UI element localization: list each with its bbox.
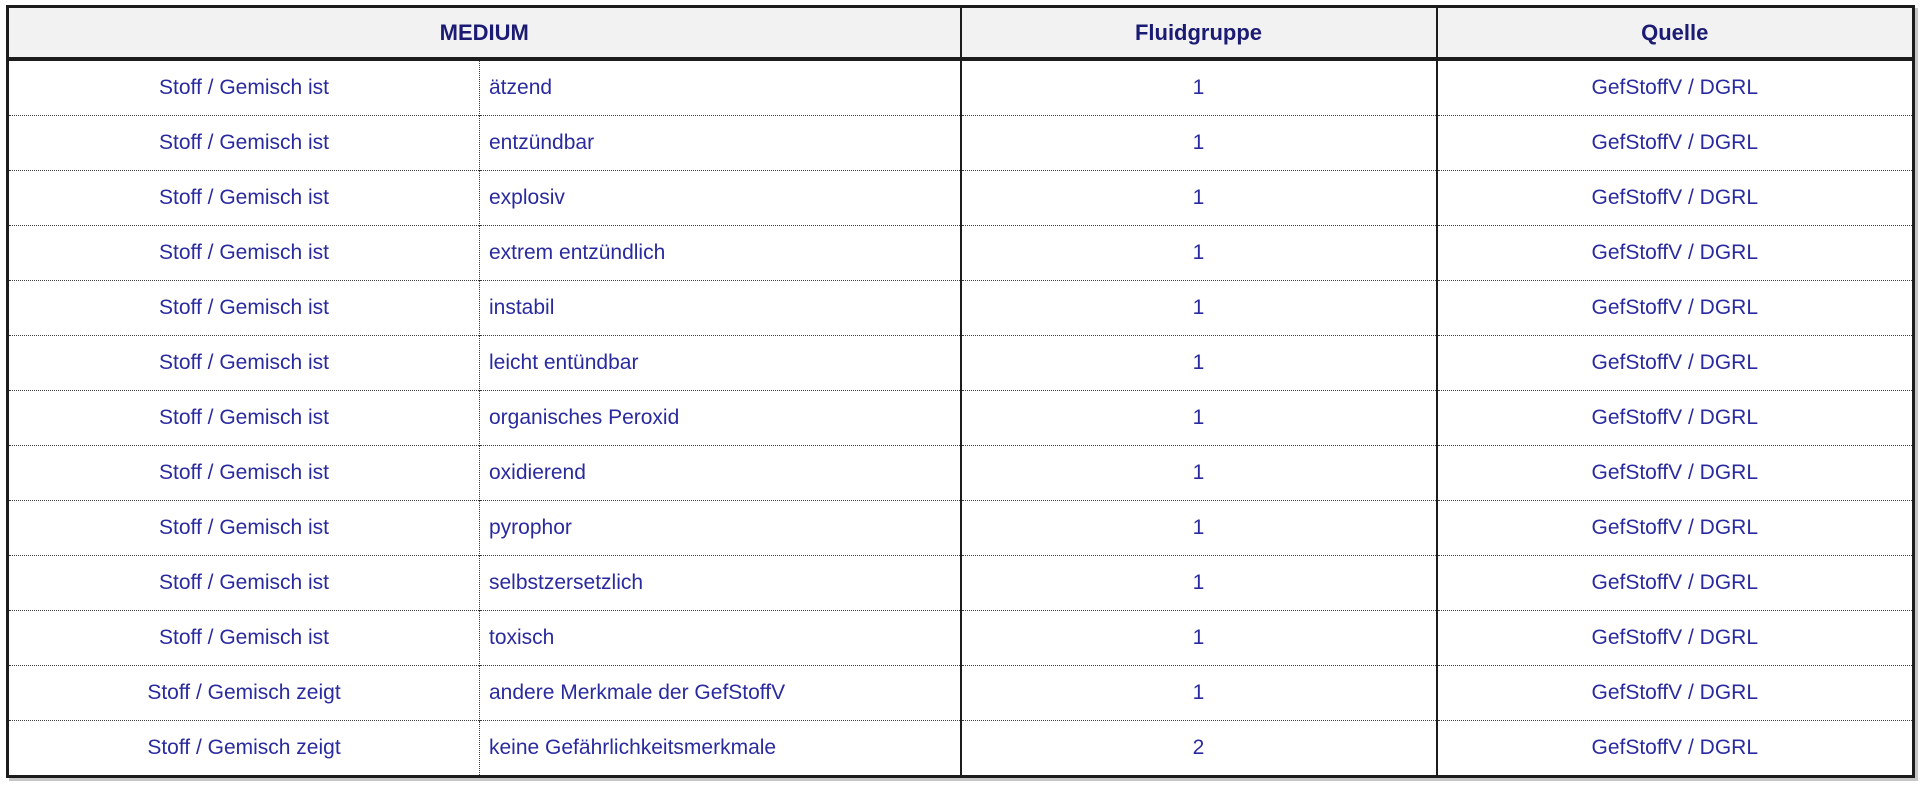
medium-subject-cell: Stoff / Gemisch ist (7, 610, 480, 666)
medium-property-cell: andere Merkmale der GefStoffV (479, 665, 961, 721)
table-row: Stoff / Gemisch ist selbstzersetzlich 1 … (7, 555, 1914, 611)
table-row: Stoff / Gemisch ist explosiv 1 GefStoffV… (7, 170, 1914, 226)
fluidgruppe-cell: 1 (959, 335, 1437, 391)
quelle-cell: GefStoffV / DGRL (1435, 335, 1914, 391)
table-row: Stoff / Gemisch ist toxisch 1 GefStoffV … (7, 610, 1914, 666)
quelle-cell: GefStoffV / DGRL (1435, 720, 1914, 777)
table-row: Stoff / Gemisch ist instabil 1 GefStoffV… (7, 280, 1914, 336)
fluidgruppe-cell: 1 (959, 225, 1437, 281)
medium-property-cell: keine Gefährlichkeitsmerkmale (479, 720, 961, 777)
medium-subject-cell: Stoff / Gemisch ist (159, 76, 329, 99)
table-row: Stoff / Gemisch ist oxidierend 1 GefStof… (7, 445, 1914, 501)
quelle-cell: GefStoffV / DGRL (1435, 390, 1914, 446)
medium-property-cell: toxisch (479, 610, 961, 666)
table-row: Stoff / Gemisch ist entzündbar 1 GefStof… (7, 115, 1914, 171)
header-row: MEDIUM Fluidgruppe Quelle (7, 6, 1914, 61)
quelle-cell: GefStoffV / DGRL (1435, 445, 1914, 501)
table-row: Stoff / Gemisch ist pyrophor 1 GefStoffV… (7, 500, 1914, 556)
quelle-cell: GefStoffV / DGRL (1435, 170, 1914, 226)
fluidgruppe-cell: 1 (959, 610, 1437, 666)
fluidgruppe-cell: 2 (959, 720, 1437, 777)
medium-subject-cell: Stoff / Gemisch ist (7, 390, 480, 446)
medium-subject-cell: Stoff / Gemisch ist (7, 445, 480, 501)
quelle-cell: GefStoffV / DGRL (1435, 555, 1914, 611)
quelle-cell: GefStoffV / DGRL (1435, 665, 1914, 721)
column-header-fluidgruppe: Fluidgruppe (959, 6, 1437, 61)
medium-property-cell: extrem entzündlich (479, 225, 961, 281)
fluidgruppe-cell: 1 (959, 500, 1437, 556)
table-row: Stoff / Gemisch ist organisches Peroxid … (7, 390, 1914, 446)
medium-subject-cell: Stoff / Gemisch ist (7, 335, 480, 391)
fluidgruppe-cell: 1 (959, 115, 1437, 171)
medium-property-cell: organisches Peroxid (479, 390, 961, 446)
medium-table-container: MEDIUM Fluidgruppe Quelle Stoff / Gemisc… (6, 5, 1915, 778)
fluidgruppe-cell: 1 (959, 390, 1437, 446)
medium-property-cell: oxidierend (479, 445, 961, 501)
fluidgruppe-cell: 1 (959, 665, 1437, 721)
medium-subject-cell: Stoff / Gemisch ist (7, 555, 480, 611)
medium-property-cell: entzündbar (479, 115, 961, 171)
medium-subject-cell: Stoff / Gemisch ist (7, 225, 480, 281)
medium-subject-cell: Stoff / Gemisch zeigt (7, 720, 480, 777)
quelle-cell: GefStoffV / DGRL (1435, 500, 1914, 556)
medium-subject-cell: Stoff / Gemisch ist (7, 115, 480, 171)
table-row: Stoff / Gemisch zeigt keine Gefährlichke… (7, 720, 1914, 777)
fluidgruppe-cell: 1 (959, 555, 1437, 611)
fluidgruppe-cell: 1 (959, 280, 1437, 336)
table-row: Stoff / Gemisch ist leicht entündbar 1 G… (7, 335, 1914, 391)
fluidgruppe-cell: 1 (959, 170, 1437, 226)
medium-property-cell: ätzend (479, 59, 961, 116)
medium-property-cell: explosiv (479, 170, 961, 226)
quelle-cell: GefStoffV / DGRL (1435, 59, 1914, 116)
medium-property-cell: leicht entündbar (479, 335, 961, 391)
medium-property-cell: pyrophor (479, 500, 961, 556)
medium-fluidgruppe-table: MEDIUM Fluidgruppe Quelle Stoff / Gemisc… (6, 5, 1915, 778)
table-row: Stoff / Gemisch ist extrem entzündlich 1… (7, 225, 1914, 281)
quelle-cell: GefStoffV / DGRL (1435, 280, 1914, 336)
quelle-cell: GefStoffV / DGRL (1435, 115, 1914, 171)
medium-subject-cell: Stoff / Gemisch ist (7, 280, 480, 336)
medium-property-cell: selbstzersetzlich (479, 555, 961, 611)
column-header-quelle: Quelle (1435, 6, 1914, 61)
fluidgruppe-cell: 1 (959, 445, 1437, 501)
medium-subject-cell: Stoff / Gemisch ist (7, 170, 480, 226)
table-row: Stoff / Gemisch zeigt andere Merkmale de… (7, 665, 1914, 721)
fluidgruppe-cell: 1 (959, 59, 1437, 116)
medium-subject-cell: Stoff / Gemisch ist (7, 500, 480, 556)
table-row: Stoff / Gemisch ist ätzend 1 GefStoffV /… (8, 59, 1914, 116)
quelle-cell: GefStoffV / DGRL (1435, 610, 1914, 666)
table-header: MEDIUM Fluidgruppe Quelle (7, 6, 1914, 61)
table-body: Stoff / Gemisch ist ätzend 1 GefStoffV /… (7, 59, 1914, 777)
quelle-cell: GefStoffV / DGRL (1435, 225, 1914, 281)
medium-subject-cell: Stoff / Gemisch zeigt (7, 665, 480, 721)
medium-property-cell: instabil (479, 280, 961, 336)
column-header-medium: MEDIUM (7, 6, 961, 61)
